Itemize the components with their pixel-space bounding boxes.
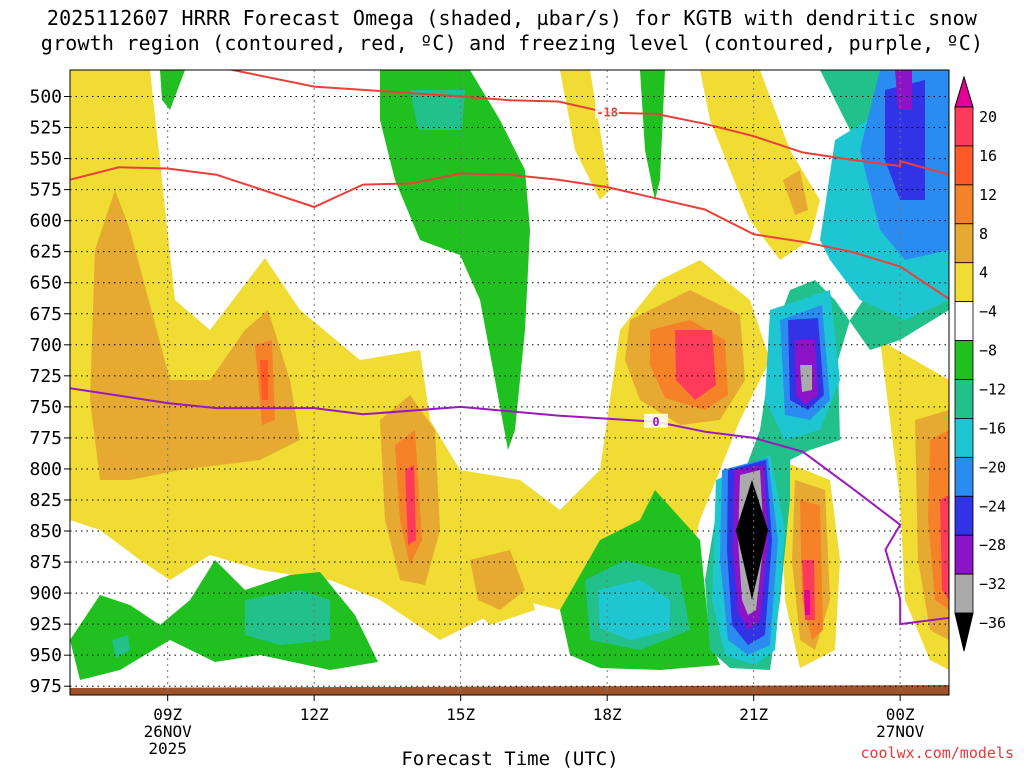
time-tick-label: 15Z bbox=[446, 705, 475, 724]
pressure-tick-label: 775 bbox=[29, 428, 62, 449]
time-gridlines bbox=[167, 70, 901, 701]
colorbar-label: −8 bbox=[979, 342, 997, 360]
pressure-tick-label: 650 bbox=[29, 273, 62, 294]
colorbar-swatch bbox=[954, 184, 974, 225]
colorbar-swatch bbox=[954, 495, 974, 536]
red-isotherm bbox=[227, 70, 949, 176]
pressure-tick-label: 975 bbox=[29, 676, 62, 697]
colorbar-swatch bbox=[954, 456, 974, 497]
pressure-tick-label: 825 bbox=[29, 490, 62, 511]
time-tick-label: 00Z bbox=[886, 705, 915, 724]
credit-text: coolwx.com/models bbox=[860, 744, 1014, 762]
pressure-axis-labels: 500 525 550 575 600 625 650 675 700 725 750 775 800 8… bbox=[29, 87, 62, 698]
pressure-tick-label: 950 bbox=[29, 645, 62, 666]
pressure-gridlines bbox=[64, 96, 949, 687]
pressure-tick-label: 575 bbox=[29, 180, 62, 201]
pressure-tick-label: 900 bbox=[29, 583, 62, 604]
colorbar-label: −28 bbox=[979, 536, 1006, 554]
colorbar-swatch bbox=[954, 418, 974, 458]
colorbar-label: 12 bbox=[979, 186, 997, 204]
freezing-level-line-label: 0 bbox=[652, 415, 659, 429]
pressure-tick-label: 550 bbox=[29, 149, 62, 170]
pressure-tick-label: 850 bbox=[29, 521, 62, 542]
colorbar-label: −4 bbox=[979, 303, 997, 321]
time-tick-label: 09Z bbox=[153, 705, 182, 724]
year-tick-label: 2025 bbox=[148, 739, 187, 758]
pressure-tick-label: 625 bbox=[29, 242, 62, 263]
pressure-tick-label: 875 bbox=[29, 552, 62, 573]
omega-shaded-field bbox=[70, 70, 949, 695]
colorbar-swatch bbox=[954, 223, 974, 264]
pressure-tick-label: 800 bbox=[29, 459, 62, 480]
colorbar-swatch bbox=[954, 262, 974, 303]
colorbar-label: 8 bbox=[979, 225, 988, 243]
time-tick-label: 21Z bbox=[739, 705, 768, 724]
red-isotherm-label-bg bbox=[595, 104, 620, 119]
pressure-tick-label: 750 bbox=[29, 397, 62, 418]
colorbar-swatch bbox=[954, 106, 974, 147]
colorbar-label: −20 bbox=[979, 458, 1006, 476]
time-tick-label: 18Z bbox=[593, 705, 622, 724]
chart-title-line2: growth region (contoured, red, ºC) and f… bbox=[40, 31, 984, 55]
date-tick-label: 27NOV bbox=[876, 722, 925, 741]
colorbar-swatch bbox=[954, 340, 974, 380]
colorbar-label: 20 bbox=[979, 108, 997, 126]
red-isotherm-label: -18 bbox=[596, 106, 618, 120]
freezing-level-line-label-bg bbox=[644, 413, 668, 428]
colorbar-swatch bbox=[954, 379, 974, 419]
red-isotherm bbox=[70, 166, 949, 300]
contours bbox=[70, 70, 949, 626]
plot-frame bbox=[69, 69, 950, 696]
pressure-tick-label: 500 bbox=[29, 87, 62, 108]
colorbar-swatch bbox=[954, 145, 974, 186]
colorbar-label: −16 bbox=[979, 419, 1006, 437]
time-tick-label: 12Z bbox=[300, 705, 329, 724]
pressure-tick-label: 675 bbox=[29, 304, 62, 325]
pressure-tick-label: 725 bbox=[29, 366, 62, 387]
colorbar-label: −36 bbox=[979, 614, 1006, 632]
colorbar-label: −12 bbox=[979, 381, 1006, 399]
pressure-tick-label: 600 bbox=[29, 211, 62, 232]
chart-title: 2025112607 HRRR Forecast Omega (shaded, … bbox=[0, 6, 1024, 56]
colorbar-label: 16 bbox=[979, 147, 997, 165]
colorbar-extension-top bbox=[954, 75, 974, 108]
colorbar-label: 4 bbox=[979, 264, 988, 282]
colorbar-swatch bbox=[954, 573, 974, 614]
x-axis-title: Forecast Time (UTC) bbox=[401, 748, 618, 768]
colorbar-extension-bottom bbox=[954, 612, 974, 652]
colorbar-label: −32 bbox=[979, 575, 1006, 593]
colorbar-swatch bbox=[954, 301, 974, 341]
colorbar: 20 16 12 8 4 −4 −8 −12 −16 −20 −24 −28 −32 −36 bbox=[954, 75, 1006, 652]
pressure-tick-label: 925 bbox=[29, 614, 62, 635]
pressure-tick-label: 700 bbox=[29, 335, 62, 356]
colorbar-swatch bbox=[954, 534, 974, 575]
chart-title-line1: 2025112607 HRRR Forecast Omega (shaded, … bbox=[46, 6, 978, 30]
colorbar-label: −24 bbox=[979, 497, 1006, 515]
date-tick-label: 26NOV bbox=[144, 722, 193, 741]
freezing-level-line bbox=[70, 387, 949, 626]
contour-labels: -18 0 bbox=[595, 104, 668, 429]
pressure-tick-label: 525 bbox=[29, 118, 62, 139]
